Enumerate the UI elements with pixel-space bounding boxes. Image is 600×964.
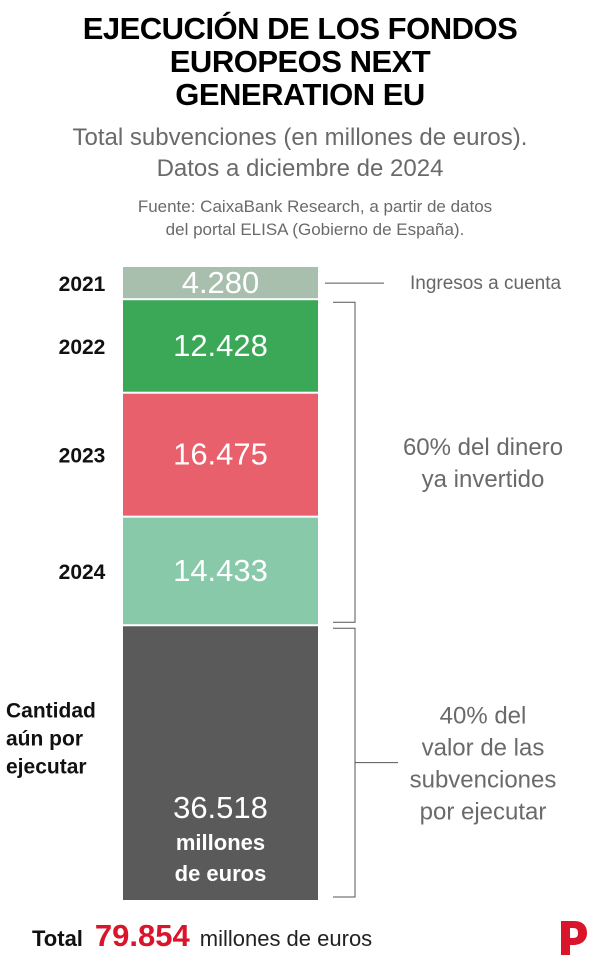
annotation-3-text-line-1: 40% del: [440, 703, 527, 730]
bar-segment-2023: [123, 393, 318, 516]
source-line-1: Fuente: CaixaBank Research, a partir de …: [137, 197, 493, 216]
category-label-2021: 2021: [59, 273, 106, 296]
unit-label-line-1: millones: [176, 830, 265, 855]
category-label-cantidad-aun-por-ejecutar-line-3: ejecutar: [6, 756, 87, 779]
publisher-logo-icon: [561, 921, 587, 955]
value-label-2023: 16.475: [173, 437, 268, 472]
category-label-cantidad-aun-por-ejecutar-line-2: aún por: [6, 728, 83, 751]
source-line-2: del portal ELISA (Gobierno de España).: [165, 220, 465, 239]
category-label-cantidad-aun-por-ejecutar-line-1: Cantidad: [6, 700, 96, 723]
annotation-3-text-line-2: valor de las: [422, 735, 545, 762]
bar-segment-2024: [123, 517, 318, 625]
annotation-2-bracket: [333, 301, 356, 623]
bar-segment-2022: [123, 300, 318, 392]
subtitle-line-2: Datos a diciembre de 2024: [156, 155, 444, 182]
category-label-2022: 2022: [59, 336, 106, 359]
title-line-1: EJECUCIÓN DE LOS FONDOS: [82, 11, 518, 46]
value-label-2022: 12.428: [173, 328, 268, 363]
total-label: Total: [32, 926, 83, 951]
value-label-cantidad-aun-por-ejecutar: 36.518: [173, 790, 268, 825]
subtitle-line-1: Total subvenciones (en millones de euros…: [72, 124, 528, 151]
annotation-2-text-line-1: 60% del dinero: [403, 434, 563, 461]
value-label-2024: 14.433: [173, 553, 268, 588]
total-unit: millones de euros: [199, 926, 373, 951]
annotation-3-bracket: [333, 627, 356, 898]
title-line-2: EUROPEOS NEXT: [169, 44, 431, 79]
annotation-2-text-line-2: ya invertido: [422, 466, 545, 493]
total-row: Total 79.854 millones de euros: [32, 918, 372, 958]
annotation-3-text-line-4: por ejecutar: [420, 799, 547, 826]
annotation-3-text-line-3: subvenciones: [410, 767, 557, 794]
chart-subtitle: Total subvenciones (en millones de euros…: [0, 122, 600, 184]
value-label-2021: 4.280: [182, 265, 260, 300]
category-label-2023: 2023: [59, 445, 106, 468]
bar-segment-2021: [123, 267, 318, 299]
annotation-1-text: Ingresos a cuenta: [410, 273, 561, 294]
chart-source: Fuente: CaixaBank Research, a partir de …: [0, 195, 600, 241]
unit-label-line-2: de euros: [175, 861, 267, 886]
category-label-2024: 2024: [59, 561, 106, 584]
total-value: 79.854: [94, 918, 190, 953]
bar-segment-cantidad-aun-por-ejecutar: [123, 626, 318, 900]
chart-title: EJECUCIÓN DE LOS FONDOS EUROPEOS NEXT GE…: [0, 12, 600, 111]
title-line-3: GENERATION EU: [175, 77, 425, 112]
